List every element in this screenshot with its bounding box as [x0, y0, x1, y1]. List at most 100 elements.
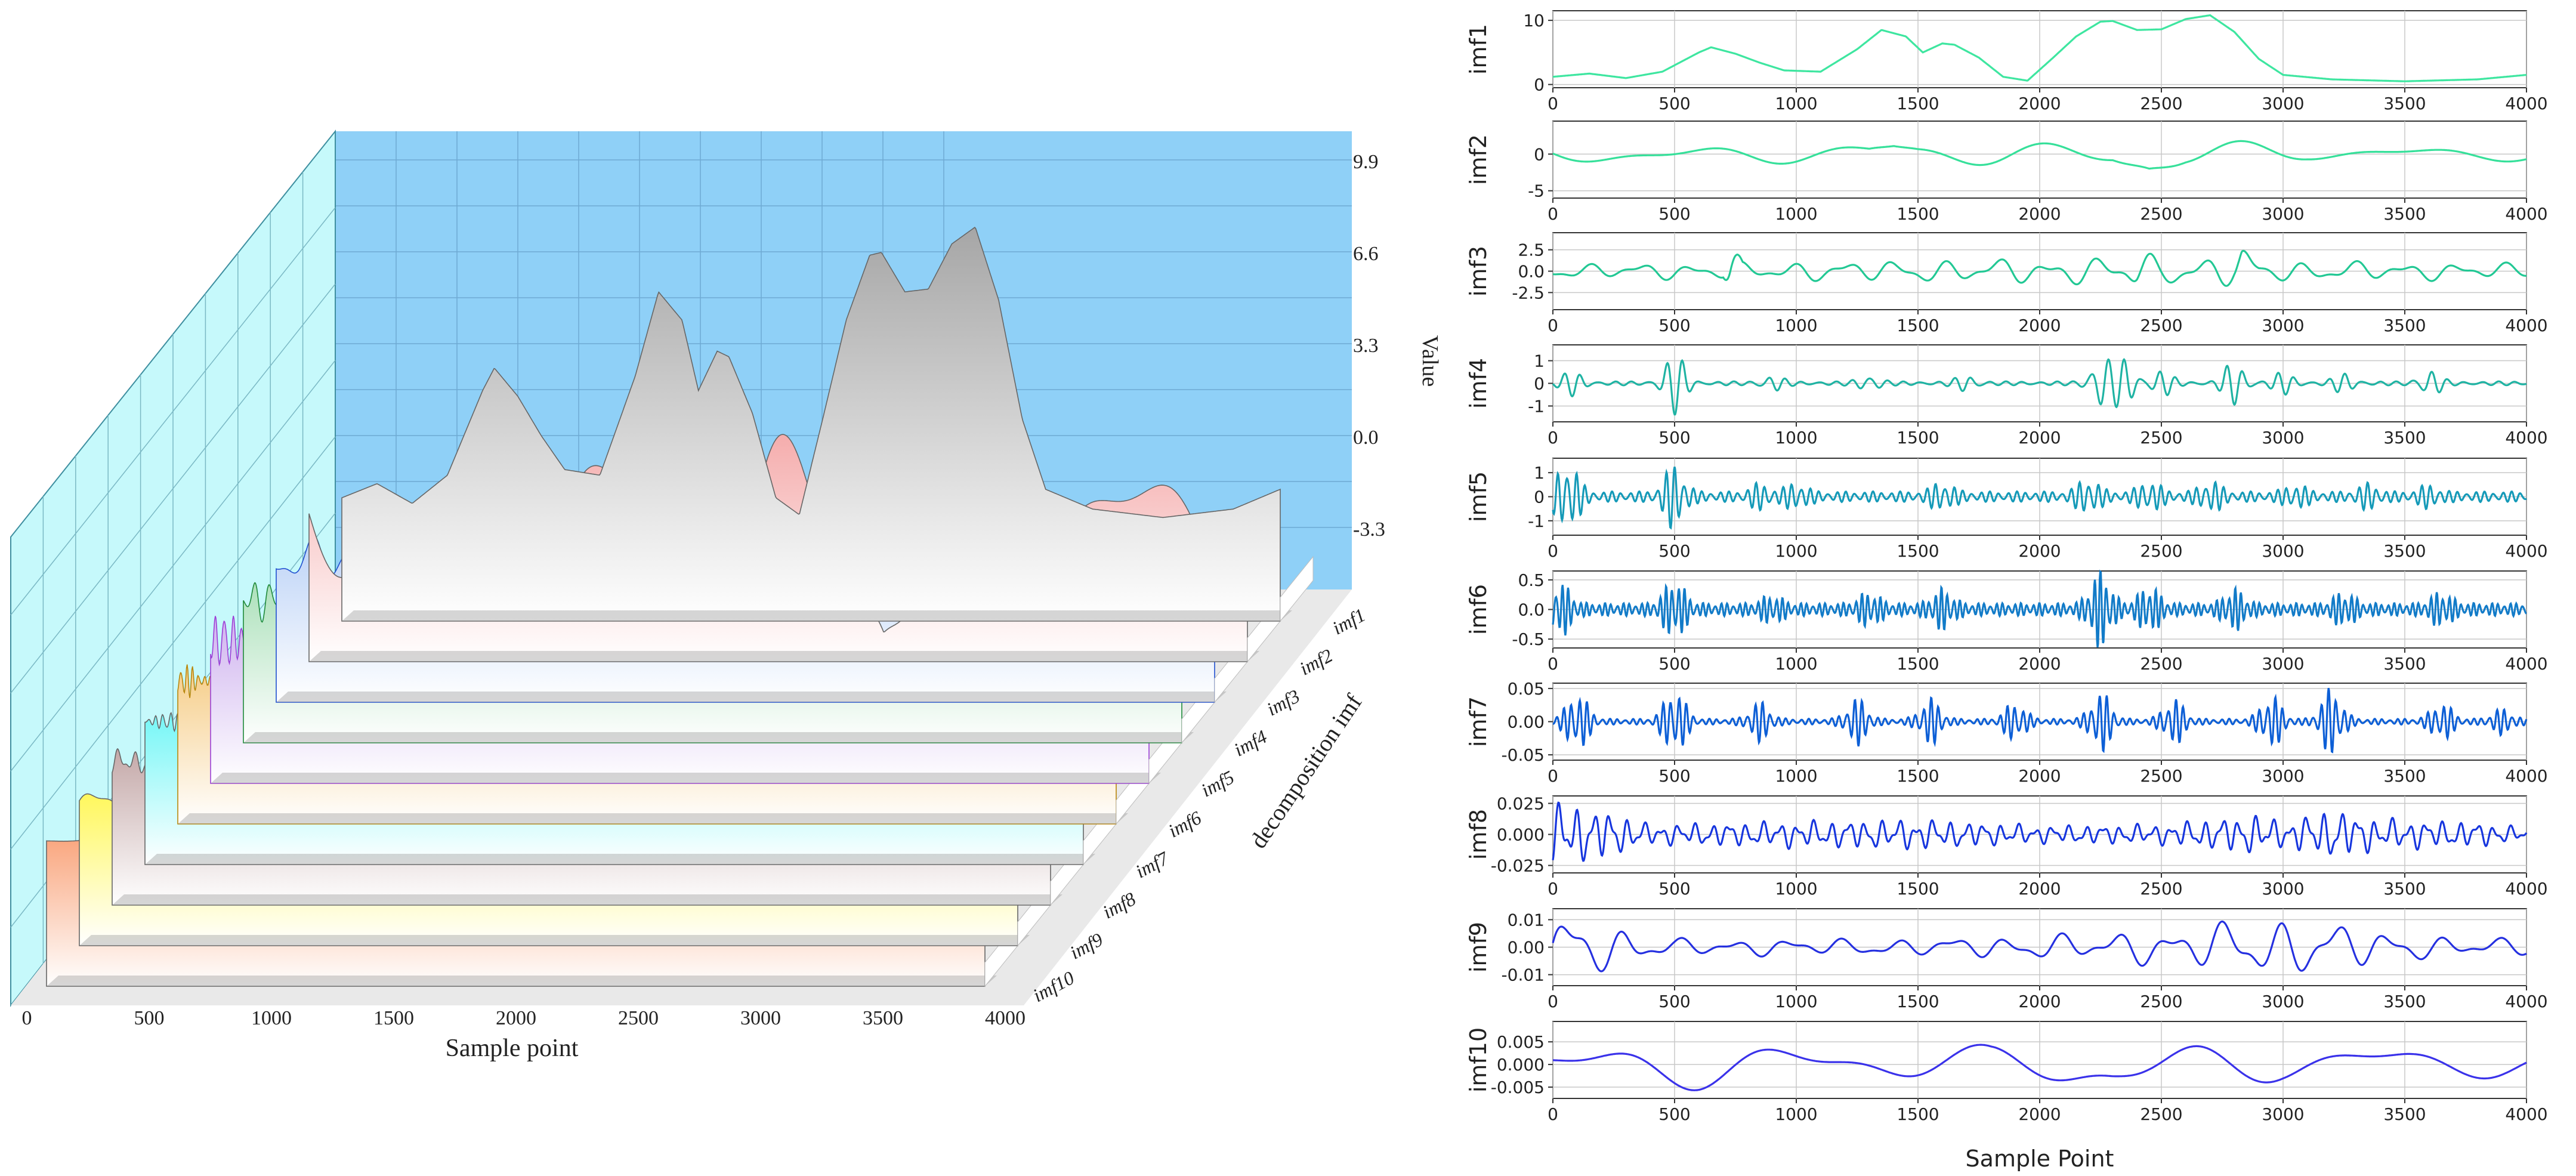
series-line-imf9 — [1552, 920, 2527, 973]
layer-edge — [178, 813, 1128, 824]
series-label-imf2: imf2 — [1465, 134, 1491, 185]
x-tick-label: 3000 — [2262, 654, 2304, 674]
x-tick-label: 1000 — [1775, 1104, 1817, 1124]
x-tick-label: 1500 — [1897, 1104, 1939, 1124]
y-tick-label: 0.05 — [1508, 679, 1545, 699]
x-tick-label: 3000 — [2262, 879, 2304, 899]
x-tick-label: 4000 — [2505, 204, 2547, 224]
x-tick-label: 4000 — [2505, 766, 2547, 786]
depth-axis-label: decomposition imf — [1244, 689, 1367, 853]
series-label-imf10: imf10 — [1465, 1027, 1491, 1092]
x-tick-label: 1000 — [251, 1007, 292, 1029]
x-tick-label: 4000 — [2505, 94, 2547, 113]
x-tick-label: 1500 — [1897, 879, 1939, 899]
x-tick-label: 1500 — [1897, 992, 1939, 1011]
y-tick-label: 0.01 — [1508, 910, 1545, 930]
x-tick-label: 1000 — [1775, 654, 1817, 674]
x-tick-label: 0 — [1548, 766, 1558, 786]
series-label-imf9: imf9 — [1465, 922, 1491, 973]
y-tick-label: -0.005 — [1491, 1078, 1545, 1097]
x-tick-label: 3000 — [2262, 1104, 2304, 1124]
imf-subplot-imf6: 0.5 0.0 -0.50 500 1000 1500 2000 2500 3000 3500 40… — [1465, 569, 2548, 674]
series-label-imf7: imf7 — [1465, 696, 1491, 747]
layer-area-imf1 — [341, 227, 1281, 622]
x-tick-label: 0 — [1548, 1104, 1558, 1124]
x-tick-label: 2500 — [2140, 94, 2182, 113]
layer-edge — [309, 651, 1259, 662]
x-tick-label: 4000 — [2505, 1104, 2547, 1124]
x-tick-label: 2500 — [2140, 766, 2182, 786]
x-tick-label: 3500 — [2383, 1104, 2426, 1124]
x-axis-label: Sample point — [446, 1035, 579, 1062]
x-tick-label: 3500 — [863, 1007, 903, 1029]
series-line-imf8 — [1552, 801, 2528, 862]
series-line-imf10 — [1553, 1044, 2527, 1091]
x-tick-label: 2500 — [2140, 992, 2182, 1011]
series-line-imf3 — [1552, 249, 2526, 287]
x-tick-label: 2000 — [2018, 766, 2061, 786]
x-tick-label: 0 — [22, 1007, 32, 1029]
y-tick-label: 0 — [1534, 374, 1545, 394]
series-label-imf1: imf1 — [1465, 24, 1491, 75]
x-tick-label: 0 — [1548, 654, 1558, 674]
x-tick-label: 4000 — [985, 1007, 1026, 1029]
x-tick-label: 3000 — [2262, 992, 2304, 1011]
y-tick-label: -0.5 — [1512, 629, 1545, 649]
x-tick-label: 500 — [1658, 204, 1690, 224]
x-tick-label: 3000 — [2262, 94, 2304, 113]
side-grid — [10, 283, 336, 694]
x-tick-label: 2500 — [2140, 1104, 2182, 1124]
x-tick-label: 500 — [1658, 428, 1690, 447]
x-tick-label: 1000 — [1775, 428, 1817, 447]
x-tick-label: 4000 — [2505, 428, 2547, 447]
x-tick-label: 2000 — [2018, 204, 2061, 224]
x-tick-label: 500 — [1658, 94, 1690, 113]
x-tick-label: 4000 — [2505, 654, 2547, 674]
y-tick-label: 1 — [1534, 463, 1545, 483]
x-tick-label: 3500 — [2383, 654, 2426, 674]
x-tick-label: 0 — [1548, 316, 1558, 335]
x-tick-label: 3500 — [2383, 204, 2426, 224]
series-line-imf1 — [1552, 14, 2527, 82]
x-tick-label: 1000 — [1775, 766, 1817, 786]
series-label-imf6: imf6 — [1465, 584, 1491, 635]
x-tick-label: 0 — [1548, 204, 1558, 224]
series-line-imf2 — [1552, 140, 2527, 170]
x-tick-label: 1500 — [1897, 94, 1939, 113]
x-tick-label: 2000 — [2018, 541, 2061, 561]
y-tick-label: 0 — [1534, 487, 1545, 507]
left-3d-waterfall-chart: 9.96.63.30.0-3.3Valueimf10imf9imf8imf7im… — [10, 129, 1443, 1062]
side-grid — [10, 207, 336, 616]
layer-edge — [211, 773, 1161, 783]
series-label-imf3: imf3 — [1465, 246, 1491, 297]
imf-subplot-imf1: 0 10 0 500 1000 1500 2000 2500 3000 3500 4000 imf1 — [1465, 10, 2548, 113]
imf-subplot-imf3: 2.50.0-2.50 500 1000 1500 2000 2500 3000 3500 40… — [1465, 232, 2548, 335]
x-tick-label: 2000 — [2018, 879, 2061, 899]
y-tick-label: 0.000 — [1497, 825, 1545, 845]
y-tick-label: 2.5 — [1518, 240, 1545, 260]
y-tick-label: -0.025 — [1491, 856, 1545, 876]
x-tick-label: 1500 — [1897, 428, 1939, 447]
x-tick-label: 3500 — [2383, 992, 2426, 1011]
y-tick-label: 0.5 — [1518, 570, 1545, 590]
layer-edge — [342, 610, 1292, 621]
x-tick-label: 3000 — [2262, 541, 2304, 561]
x-tick-label: 2000 — [2018, 1104, 2061, 1124]
y-tick-label: 0.025 — [1497, 794, 1545, 813]
x-tick-label: 4000 — [2505, 879, 2547, 899]
x-tick-label: 1000 — [1775, 992, 1817, 1011]
layer-edge — [47, 976, 997, 986]
x-tick-label: 1500 — [1897, 541, 1939, 561]
x-tick-label: 3000 — [2262, 204, 2304, 224]
y-tick-label: 0 — [1534, 144, 1545, 164]
x-tick-label: 1500 — [373, 1007, 414, 1029]
x-tick-label: 2000 — [2018, 992, 2061, 1011]
series-line-imf4 — [1552, 358, 2527, 416]
imf-subplot-imf9: 0.01 0.00 -0.010 500 1000 1500 2000 2500 3000 350… — [1465, 908, 2548, 1011]
x-tick-label: 3500 — [2383, 766, 2426, 786]
y-tick-label: -0.05 — [1502, 745, 1545, 765]
y-tick-label: 0.000 — [1497, 1055, 1545, 1075]
